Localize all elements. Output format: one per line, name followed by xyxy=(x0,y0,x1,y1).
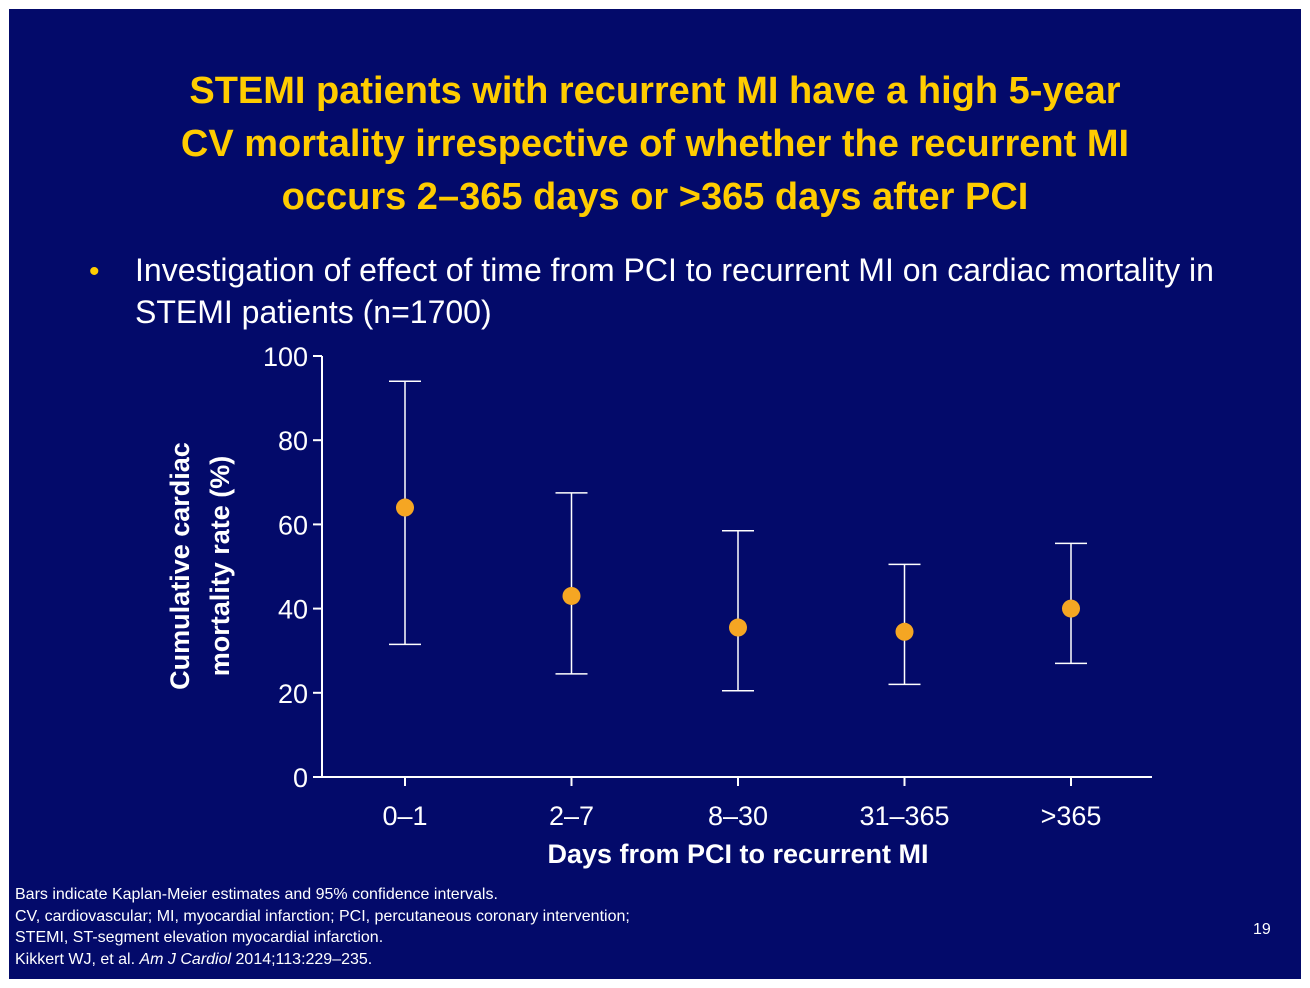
x-axis-title: Days from PCI to recurrent MI xyxy=(547,839,928,869)
y-tick-label: 60 xyxy=(278,510,308,540)
title-line: occurs 2–365 days or >365 days after PCI xyxy=(281,176,1029,218)
mortality-chart: 0 20 40 60 80 100 0–1 2–7 8–30 31–365 >365 Days fro… xyxy=(165,342,1152,869)
bullet-text: Investigation of effect of time from PCI… xyxy=(135,252,1214,330)
footnote-line: Bars indicate Kaplan-Meier estimates and… xyxy=(15,886,498,903)
y-tick-label: 20 xyxy=(278,679,308,709)
footnote-line: STEMI, ST-segment elevation myocardial i… xyxy=(15,929,384,946)
x-tick-label: 31–365 xyxy=(859,801,949,831)
y-axis-title-line: Cumulative cardiac xyxy=(165,442,195,690)
data-point xyxy=(562,586,581,605)
data-point xyxy=(895,622,914,641)
data-point xyxy=(396,498,414,517)
reference-journal: Am J Cardiol xyxy=(139,950,232,968)
footnote-line: CV, cardiovascular; MI, myocardial infar… xyxy=(15,907,630,925)
x-tick-label: >365 xyxy=(1041,801,1102,831)
x-tick-label: 2–7 xyxy=(549,801,594,831)
reference: Kikkert WJ, et al. Am J Cardiol 2014;113… xyxy=(15,949,1115,971)
x-tick-label: 8–30 xyxy=(708,801,768,831)
y-tick-label: 100 xyxy=(263,342,308,372)
title-line: STEMI patients with recurrent MI have a … xyxy=(189,70,1121,112)
slide-title: STEMI patients with recurrent MI have a … xyxy=(9,65,1301,224)
y-tick-label: 40 xyxy=(278,595,308,625)
page-number: 19 xyxy=(1253,921,1271,938)
bullet-icon: • xyxy=(89,255,100,288)
y-tick-label: 80 xyxy=(278,426,308,456)
data-point xyxy=(729,618,747,637)
slide: STEMI patients with recurrent MI have a … xyxy=(9,9,1301,979)
data-point xyxy=(1062,599,1080,618)
footnotes: Bars indicate Kaplan-Meier estimates and… xyxy=(15,884,1115,970)
x-tick-label: 0–1 xyxy=(382,801,427,831)
reference-authors: Kikkert WJ, et al. xyxy=(15,950,136,968)
y-axis-title-line: mortality rate (%) xyxy=(205,456,235,677)
reference-details: 2014;113:229–235. xyxy=(235,950,373,968)
title-line: CV mortality irrespective of whether the… xyxy=(180,123,1130,165)
y-tick-label: 0 xyxy=(293,763,308,793)
